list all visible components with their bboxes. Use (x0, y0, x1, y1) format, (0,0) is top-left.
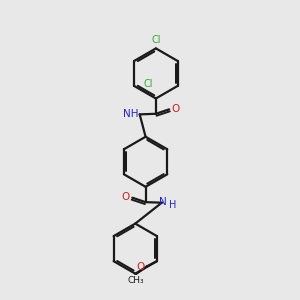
Text: CH₃: CH₃ (128, 276, 144, 285)
Text: O: O (171, 104, 179, 114)
Text: O: O (122, 192, 130, 202)
Text: H: H (169, 200, 177, 210)
Text: Cl: Cl (151, 35, 160, 45)
Text: O: O (136, 262, 145, 272)
Text: NH: NH (122, 109, 138, 119)
Text: N: N (159, 197, 167, 207)
Text: Cl: Cl (144, 79, 153, 88)
